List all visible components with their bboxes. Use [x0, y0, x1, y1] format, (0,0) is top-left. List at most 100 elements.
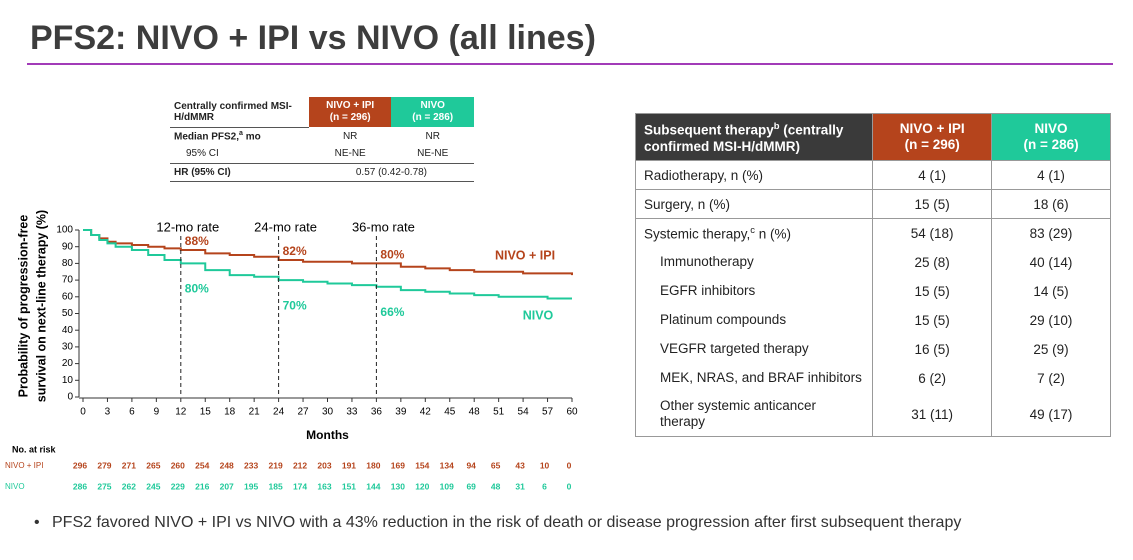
cell: 4 (1)	[872, 160, 992, 190]
cell: 14 (5)	[991, 276, 1111, 306]
cell-text: Radiotherapy, n (%)	[644, 167, 764, 183]
arm-name: NIVO + IPI	[326, 100, 375, 111]
cell-text: VEGFR targeted therapy	[660, 341, 809, 356]
x-tick-label: 33	[346, 407, 358, 418]
risk-count: 163	[317, 481, 331, 491]
risk-count: 245	[146, 481, 160, 491]
risk-count: 254	[195, 460, 209, 470]
km-curve	[83, 229, 572, 300]
risk-count: 43	[515, 460, 525, 470]
x-tick-label: 60	[566, 407, 578, 418]
x-tick-label: 12	[175, 407, 187, 418]
summary-row: Median PFS2,a mo NR NR	[170, 127, 474, 145]
row-label: HR (95% CI)	[170, 163, 309, 182]
cell: NR	[425, 130, 440, 142]
row-label: MEK, NRAS, and BRAF inhibitors	[636, 364, 873, 393]
x-tick-label: 27	[297, 407, 309, 418]
x-tick-label: 6	[129, 407, 135, 418]
cell-text: Immunotherapy	[660, 254, 754, 269]
y-tick-label: 90	[62, 241, 74, 252]
cell: NR	[342, 130, 358, 142]
rate-title: 36-mo rate	[352, 219, 415, 234]
km-curve	[83, 229, 573, 276]
cell-text: Systemic therapy,	[644, 226, 751, 242]
arm-header: NIVO + IPI (n = 296)	[872, 113, 992, 161]
risk-count: 248	[220, 460, 234, 470]
x-tick-label: 48	[469, 407, 481, 418]
risk-count: 130	[391, 481, 405, 491]
cell-text: MEK, NRAS, and BRAF inhibitors	[660, 370, 862, 385]
arm-header: NIVO (n = 286)	[991, 113, 1111, 161]
risk-count: 191	[342, 460, 356, 470]
cell: NE-NE	[391, 145, 474, 164]
cell: 7 (2)	[991, 363, 1111, 393]
risk-count: 262	[122, 481, 136, 491]
x-tick-label: 0	[80, 407, 86, 418]
cell-text: HR (95% CI)	[174, 166, 231, 178]
x-tick-label: 30	[322, 407, 334, 418]
rate-value: 70%	[283, 298, 307, 312]
risk-count: 94	[466, 460, 476, 470]
risk-row-name: NIVO + IPI	[5, 461, 43, 470]
y-tick-label: 30	[62, 342, 74, 353]
cell-text: Surgery, n (%)	[644, 196, 731, 212]
rate-title: 12-mo rate	[156, 219, 219, 234]
cell: 49 (17)	[991, 392, 1111, 437]
subsequent-table: Subsequent therapyb (centrally confirmed…	[635, 113, 1111, 437]
y-tick-label: 40	[62, 325, 74, 336]
cell: 16 (5)	[872, 334, 992, 364]
x-tick-label: 24	[273, 407, 285, 418]
row-label: 95% CI	[170, 145, 309, 164]
risk-count: 0	[567, 481, 572, 491]
cell: 6 (2)	[872, 363, 992, 393]
bullet-text: PFS2 favored NIVO + IPI vs NIVO with a 4…	[52, 514, 962, 531]
risk-count: 286	[73, 481, 87, 491]
risk-count: 10	[540, 460, 550, 470]
row: Radiotherapy, n (%) 4 (1) 4 (1)	[635, 160, 1111, 190]
footnote-mark: a	[239, 130, 243, 138]
x-tick-label: 54	[518, 407, 530, 418]
cell: 15 (5)	[872, 189, 992, 219]
row-label: EGFR inhibitors	[636, 277, 873, 306]
y-tick-label: 20	[62, 358, 74, 369]
cell-text: Other systemic anticancer therapy	[660, 398, 817, 430]
risk-count: 207	[220, 481, 234, 491]
risk-count: 219	[269, 460, 283, 470]
x-tick-label: 36	[371, 407, 383, 418]
x-tick-label: 42	[420, 407, 432, 418]
risk-count: 69	[466, 481, 476, 491]
cell-text: Platinum compounds	[660, 312, 787, 327]
cell: 0.57 (0.42-0.78)	[308, 163, 474, 182]
cell: 54 (18)	[872, 218, 992, 248]
cell: 25 (9)	[991, 334, 1111, 364]
cell-text: Median PFS2,	[174, 131, 240, 143]
cell-text: mo	[242, 131, 261, 143]
sub-row: EGFR inhibitors 15 (5) 14 (5)	[636, 276, 1111, 306]
bullet: • PFS2 favored NIVO + IPI vs NIVO with a …	[30, 513, 1100, 533]
risk-count: 233	[244, 460, 258, 470]
header-label: Subsequent therapyb (centrally confirmed…	[635, 113, 873, 161]
row-label: Median PFS2,a mo	[170, 127, 309, 145]
footnote-mark: b	[773, 121, 780, 133]
sub-row: VEGFR targeted therapy 16 (5) 25 (9)	[636, 334, 1111, 364]
y-axis-title: Probability of progression-free	[16, 215, 30, 398]
x-tick-label: 15	[200, 407, 212, 418]
rate-value: 66%	[380, 305, 404, 319]
risk-count: 271	[122, 460, 136, 470]
row-label: Radiotherapy, n (%)	[635, 160, 873, 190]
slide-title: PFS2: NIVO + IPI vs NIVO (all lines)	[30, 19, 596, 57]
risk-count: 279	[97, 460, 111, 470]
series-label: NIVO	[523, 308, 554, 322]
bullets: • PFS2 favored NIVO + IPI vs NIVO with a …	[30, 513, 1100, 533]
rate-value: 82%	[283, 244, 307, 258]
risk-count: 48	[491, 481, 501, 491]
x-axis-title: Months	[306, 428, 349, 442]
x-tick-label: 51	[493, 407, 505, 418]
y-tick-label: 80	[62, 258, 74, 269]
cell-text: n (%)	[755, 226, 792, 242]
rate-value: 80%	[185, 282, 209, 296]
cell: 18 (6)	[991, 189, 1111, 219]
row-label: Platinum compounds	[636, 306, 873, 335]
arm-n: (n = 286)	[1023, 137, 1079, 152]
